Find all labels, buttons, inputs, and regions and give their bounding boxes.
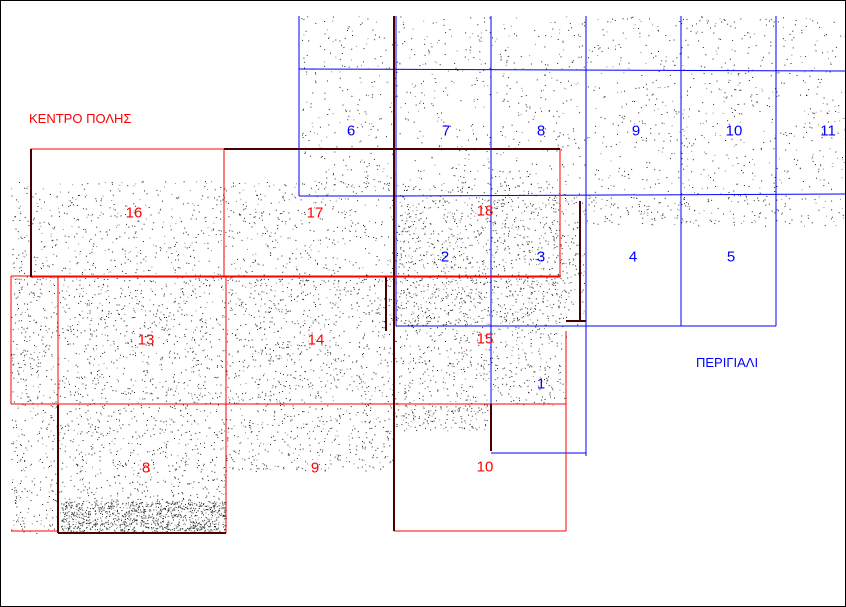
blue-sheet-label: 1 [536, 375, 546, 393]
red-sheet-label: 8 [141, 459, 151, 477]
red-sheet-label: 13 [137, 331, 155, 349]
blue-sheet-label: 2 [440, 248, 450, 266]
red-sheet-label: 17 [306, 204, 324, 222]
blue-sheet-label: 10 [725, 122, 743, 140]
red-sheet-label: 16 [125, 204, 143, 222]
red-sheet-label: 18 [476, 202, 494, 220]
red-sheet-label: 10 [476, 458, 494, 476]
red-sheet-label: 14 [307, 331, 325, 349]
blue-sheet-label: 9 [631, 122, 641, 140]
red-sheet-label: 15 [476, 330, 494, 348]
blue-sheet-label: 5 [726, 248, 736, 266]
blue-sheet-label: 7 [441, 122, 451, 140]
blue-sheet-label: 4 [628, 248, 638, 266]
blue-sheet-label: 8 [536, 122, 546, 140]
blue-sheet-grid [298, 16, 845, 456]
blue-sheet-label: 6 [346, 122, 356, 140]
dark-sheet-borders [30, 16, 586, 534]
seafront-label: ΠΕΡΙΓΙΑΛΙ [696, 355, 759, 370]
city-center-label: ΚΕΝΤΡΟ ΠΟΛΗΣ [29, 111, 132, 126]
red-sheet-label: 9 [310, 459, 320, 477]
aerial-photo-texture [11, 16, 845, 534]
blue-sheet-label: 3 [536, 248, 546, 266]
blue-sheet-label: 11 [820, 122, 836, 140]
